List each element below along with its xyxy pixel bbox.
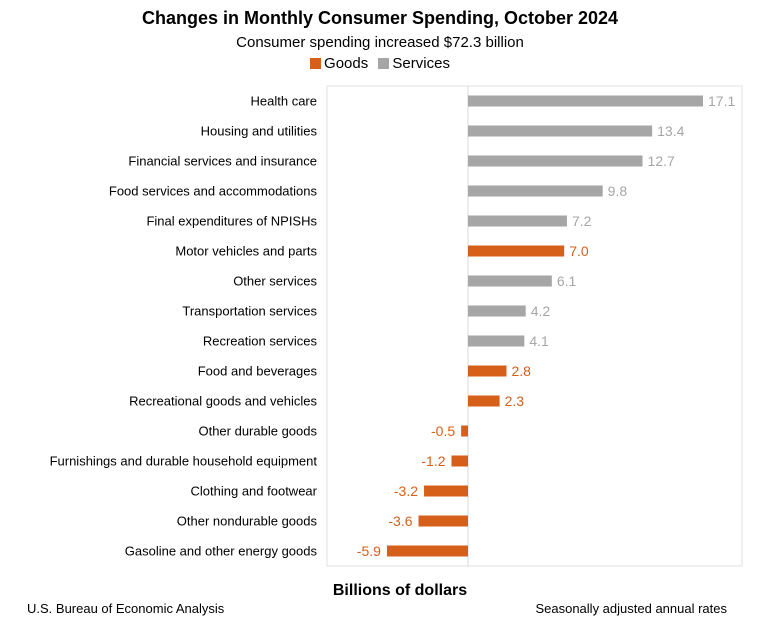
- bar: [468, 245, 565, 257]
- source-note: U.S. Bureau of Economic Analysis: [27, 601, 225, 616]
- bar: [468, 125, 653, 137]
- data-label: 13.4: [657, 123, 684, 139]
- category-label: Other nondurable goods: [177, 514, 318, 529]
- bar: [418, 515, 468, 527]
- legend-item-goods: Goods: [310, 55, 368, 72]
- legend-swatch-services: [378, 58, 390, 69]
- legend-label-goods: Goods: [324, 55, 369, 72]
- x-axis-label: Billions of dollars: [332, 582, 468, 599]
- bar: [468, 185, 603, 197]
- category-label: Health care: [251, 94, 317, 109]
- data-label: 12.7: [648, 153, 675, 169]
- data-label: 4.2: [531, 303, 551, 319]
- data-label: 2.3: [505, 393, 525, 409]
- data-label: -3.2: [394, 483, 418, 499]
- data-label: 17.1: [708, 93, 735, 109]
- bar: [468, 305, 526, 317]
- data-label: 9.8: [608, 183, 628, 199]
- bar: [386, 545, 468, 557]
- data-label: 6.1: [557, 273, 577, 289]
- plot-area: [326, 85, 743, 567]
- category-label: Final expenditures of NPISHs: [146, 214, 317, 229]
- legend-item-services: Services: [378, 55, 450, 72]
- category-label: Food services and accommodations: [109, 184, 318, 199]
- category-label: Recreation services: [203, 334, 318, 349]
- bar: [468, 365, 507, 377]
- bar: [468, 95, 703, 107]
- bar: [468, 395, 500, 407]
- legend-swatch-goods: [310, 58, 322, 69]
- data-label: 7.0: [569, 243, 589, 259]
- bar: [468, 275, 552, 287]
- legend-label-services: Services: [392, 55, 450, 72]
- data-label: 4.1: [529, 333, 549, 349]
- category-label: Housing and utilities: [201, 124, 318, 139]
- category-label: Gasoline and other energy goods: [125, 544, 318, 559]
- data-label: -3.6: [388, 513, 412, 529]
- bar: [468, 155, 643, 167]
- chart-title: Changes in Monthly Consumer Spending, Oc…: [141, 8, 619, 28]
- category-label: Motor vehicles and parts: [175, 244, 317, 259]
- category-label: Other services: [233, 274, 317, 289]
- category-label: Other durable goods: [198, 424, 317, 439]
- data-label: -0.5: [431, 423, 455, 439]
- category-label: Clothing and footwear: [191, 484, 318, 499]
- data-label: -1.2: [421, 453, 445, 469]
- data-label: 7.2: [572, 213, 592, 229]
- bar-chart: Health care 17.1 Housing and utilities 13.4…: [50, 85, 743, 567]
- bar: [461, 425, 468, 437]
- rates-note: Seasonally adjusted annual rates: [535, 601, 727, 616]
- category-label: Furnishings and durable household equipm…: [50, 454, 318, 469]
- bar: [451, 455, 468, 467]
- chart-subtitle: Consumer spending increased $72.3 billio…: [236, 34, 524, 51]
- category-label: Transportation services: [182, 304, 317, 319]
- category-label: Food and beverages: [198, 364, 318, 379]
- category-label: Recreational goods and vehicles: [129, 394, 317, 409]
- legend: Goods Services: [0, 55, 760, 73]
- bar: [468, 215, 567, 227]
- data-label: -5.9: [357, 543, 381, 559]
- bar: [468, 335, 525, 347]
- category-label: Financial services and insurance: [128, 154, 317, 169]
- bar: [424, 485, 468, 497]
- data-label: 2.8: [511, 363, 531, 379]
